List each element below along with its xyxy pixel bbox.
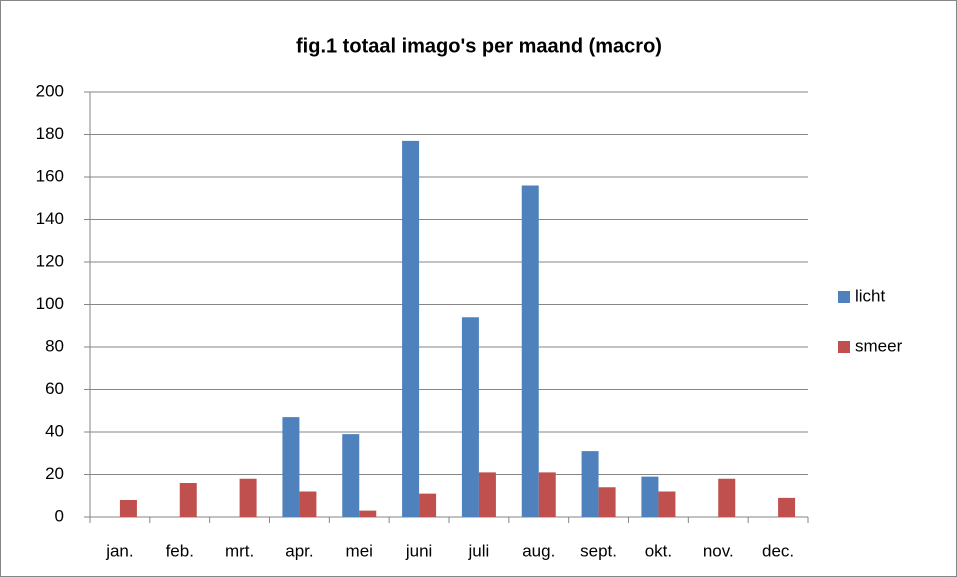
bar [402, 140, 420, 517]
bar [778, 497, 796, 517]
y-tick-label: 80 [45, 336, 64, 355]
x-tick-label: okt. [645, 541, 672, 560]
y-tick-label: 180 [36, 124, 64, 143]
bar [521, 185, 539, 517]
y-tick-label: 140 [36, 209, 64, 228]
legend-label: smeer [855, 336, 903, 355]
x-tick-label: nov. [703, 541, 734, 560]
legend-label: licht [855, 286, 886, 305]
y-tick-label: 160 [36, 166, 64, 185]
bar [718, 478, 736, 517]
legend-swatch [838, 341, 850, 353]
bar [598, 487, 616, 517]
x-tick-label: mei [346, 541, 373, 560]
bar [282, 417, 300, 517]
x-tick-label: apr. [285, 541, 313, 560]
bar [641, 476, 659, 517]
x-tick-label: sept. [580, 541, 617, 560]
y-tick-label: 60 [45, 379, 64, 398]
bar [478, 472, 496, 517]
bar [419, 493, 437, 517]
x-tick-label: dec. [762, 541, 794, 560]
x-tick-label: aug. [522, 541, 555, 560]
y-tick-label: 100 [36, 294, 64, 313]
chart-title: fig.1 totaal imago's per maand (macro) [296, 35, 662, 57]
y-tick-label: 120 [36, 251, 64, 270]
bar [119, 500, 137, 517]
y-tick-label: 40 [45, 421, 64, 440]
x-tick-label: juni [405, 541, 432, 560]
bar [299, 491, 317, 517]
y-tick-label: 200 [36, 81, 64, 100]
y-tick-label: 0 [55, 506, 64, 525]
bar [359, 510, 377, 517]
bar [658, 491, 676, 517]
bar [342, 434, 360, 517]
x-tick-label: juli [468, 541, 490, 560]
y-tick-label: 20 [45, 464, 64, 483]
x-tick-label: mrt. [225, 541, 254, 560]
bar [239, 478, 257, 517]
bar [461, 317, 479, 517]
legend-swatch [838, 291, 850, 303]
bar [538, 472, 556, 517]
x-tick-label: feb. [166, 541, 194, 560]
bar [581, 451, 599, 517]
bar [179, 483, 197, 517]
x-tick-label: jan. [105, 541, 133, 560]
